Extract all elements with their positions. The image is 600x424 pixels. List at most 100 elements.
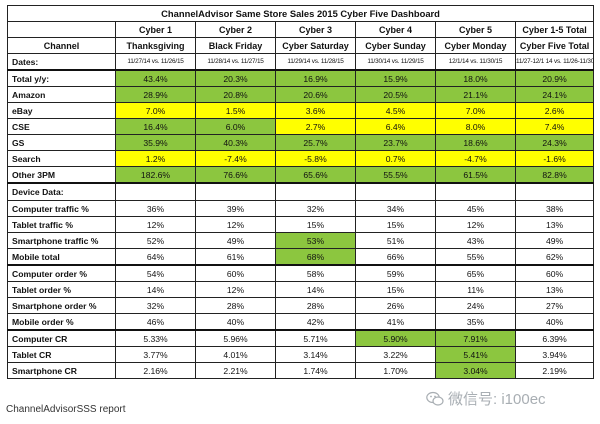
table-cell: 28.9% xyxy=(115,86,196,103)
table-cell: 46% xyxy=(115,313,196,331)
table-cell: 20.3% xyxy=(195,69,276,87)
table-body: ChannelAdvisor Same Store Sales 2015 Cyb… xyxy=(6,5,595,379)
table-cell: 0.7% xyxy=(355,150,436,167)
table-cell: 2.6% xyxy=(514,102,595,119)
table-cell: 28% xyxy=(195,297,276,314)
date-range-2: 11/28/14 vs. 11/27/15 xyxy=(195,53,276,71)
table-cell: 20.5% xyxy=(355,86,436,103)
table-cell: 28% xyxy=(275,297,356,314)
channel-header: Channel xyxy=(7,37,116,54)
table-cell: 12% xyxy=(195,216,276,233)
table-cell: 4.01% xyxy=(195,346,276,363)
row-label: eBay xyxy=(7,102,116,119)
table-cell: -1.6% xyxy=(514,150,595,167)
table-cell: 6.4% xyxy=(355,118,436,135)
table-cell: -5.8% xyxy=(275,150,356,167)
table-cell: 55.5% xyxy=(355,166,436,184)
day-label-3: Cyber Saturday xyxy=(275,37,356,54)
table-row: Smartphone order % 32% 28% 28% 26% 24% 27% xyxy=(7,297,595,314)
row-label: Smartphone order % xyxy=(7,297,116,314)
table-row: Mobile order % 46% 40% 42% 41% 35% 40% xyxy=(7,313,595,331)
table-cell: 65% xyxy=(435,264,516,282)
table-cell: 1.5% xyxy=(195,102,276,119)
table-cell: 59% xyxy=(355,264,436,282)
table-cell: 42% xyxy=(275,313,356,331)
table-row: Tablet traffic % 12% 12% 15% 15% 12% 13% xyxy=(7,216,595,233)
cyber-label-6: Cyber 1-5 Total xyxy=(514,21,595,38)
date-range-3: 11/29/14 vs. 11/28/15 xyxy=(275,53,356,71)
row-label: Tablet CR xyxy=(7,346,116,363)
table-cell: 2.16% xyxy=(115,362,196,379)
table-cell: 24.1% xyxy=(514,86,595,103)
table-cell: 40% xyxy=(195,313,276,331)
day-label-6: Cyber Five Total xyxy=(514,37,595,54)
table-cell: 15% xyxy=(275,216,356,233)
table-cell: 20.6% xyxy=(275,86,356,103)
table-cell: 2.19% xyxy=(514,362,595,379)
empty-cell xyxy=(275,182,356,201)
title-row: ChannelAdvisor Same Store Sales 2015 Cyb… xyxy=(6,5,595,22)
row-label: Other 3PM xyxy=(7,166,116,184)
row-label: Amazon xyxy=(7,86,116,103)
table-cell: 64% xyxy=(115,248,196,266)
table-cell: 15.9% xyxy=(355,69,436,87)
table-cell: 35% xyxy=(435,313,516,331)
table-cell: 32% xyxy=(275,200,356,217)
table-cell: 3.6% xyxy=(275,102,356,119)
row-label: Tablet traffic % xyxy=(7,216,116,233)
table-cell: 4.5% xyxy=(355,102,436,119)
table-cell: 1.74% xyxy=(275,362,356,379)
table-cell: 51% xyxy=(355,232,436,249)
table-cell: 2.21% xyxy=(195,362,276,379)
table-cell: 3.22% xyxy=(355,346,436,363)
table-cell: 68% xyxy=(275,248,356,266)
device-data-label: Device Data: xyxy=(7,182,116,201)
date-range-6: 11/27-12/1 14 vs. 11/26-11/30 15 xyxy=(514,53,595,71)
table-cell: 5.71% xyxy=(275,329,356,347)
table-cell: 11% xyxy=(435,281,516,298)
row-label: CSE xyxy=(7,118,116,135)
table-cell: 66% xyxy=(355,248,436,266)
table-cell: 6.39% xyxy=(514,329,595,347)
table-cell: 26% xyxy=(355,297,436,314)
cyber-label-3: Cyber 3 xyxy=(275,21,356,38)
table-cell: 5.41% xyxy=(435,346,516,363)
table-cell: 27% xyxy=(514,297,595,314)
table-cell: 32% xyxy=(115,297,196,314)
table-cell: 40% xyxy=(514,313,595,331)
table-cell: 55% xyxy=(435,248,516,266)
row-label: Smartphone traffic % xyxy=(7,232,116,249)
table-cell: 23.7% xyxy=(355,134,436,151)
table-row: Computer traffic % 36% 39% 32% 34% 45% 38% xyxy=(7,200,595,217)
table-cell: 12% xyxy=(435,216,516,233)
row-label: Computer traffic % xyxy=(7,200,116,217)
table-cell: 54% xyxy=(115,264,196,282)
table-cell: -7.4% xyxy=(195,150,276,167)
table-row: Smartphone CR 2.16% 2.21% 1.74% 1.70% 3.04% 2.… xyxy=(7,362,595,379)
table-row: Amazon 28.9% 20.8% 20.6% 20.5% 21.1% 24.1% xyxy=(7,86,595,103)
table-cell: 7.0% xyxy=(115,102,196,119)
table-cell: 14% xyxy=(275,281,356,298)
table-cell: 58% xyxy=(275,264,356,282)
table-cell: 13% xyxy=(514,281,595,298)
table-cell: 7.91% xyxy=(435,329,516,347)
table-cell: 24% xyxy=(435,297,516,314)
table-row: Total y/y: 43.4% 20.3% 16.9% 15.9% 18.0% 20.9% xyxy=(7,69,595,87)
empty-cell xyxy=(115,182,196,201)
empty-cell xyxy=(355,182,436,201)
table-cell: 76.6% xyxy=(195,166,276,184)
table-cell: 61% xyxy=(195,248,276,266)
table-cell: 60% xyxy=(195,264,276,282)
device-data-row: Device Data: xyxy=(7,182,595,201)
row-label: Computer order % xyxy=(7,264,116,282)
table-cell: 41% xyxy=(355,313,436,331)
corner-cell xyxy=(7,21,116,38)
table-cell: 1.2% xyxy=(115,150,196,167)
table-cell: 12% xyxy=(195,281,276,298)
table-cell: 65.6% xyxy=(275,166,356,184)
table-cell: 6.0% xyxy=(195,118,276,135)
source-caption: ChannelAdvisorSSS report xyxy=(6,404,126,415)
table-cell: 3.94% xyxy=(514,346,595,363)
table-cell: 45% xyxy=(435,200,516,217)
empty-cell xyxy=(514,182,595,201)
